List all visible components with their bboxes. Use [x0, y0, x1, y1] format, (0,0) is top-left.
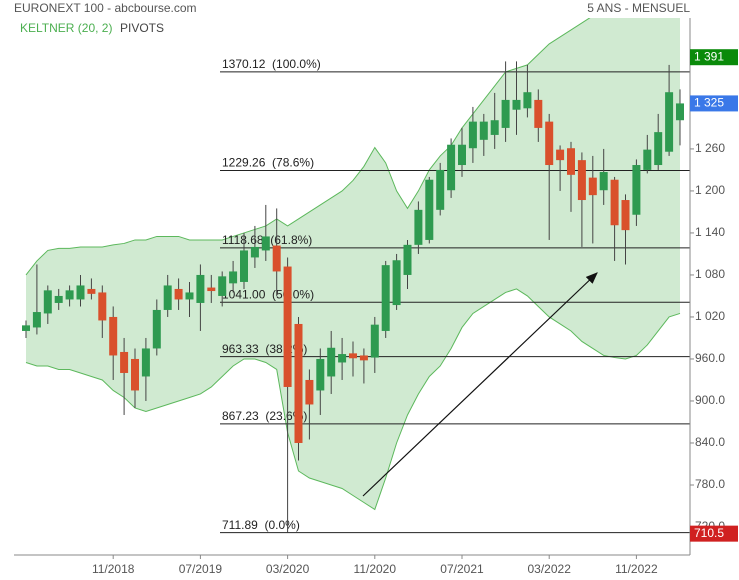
y-tick-label: 960.0	[695, 351, 725, 365]
y-tick-label: 1 260	[695, 141, 725, 155]
candle-body	[447, 144, 456, 191]
y-tick-label: 1 140	[695, 225, 725, 239]
candle-body	[414, 209, 423, 245]
pivot-label: 711.89 (0.0%)	[222, 518, 300, 532]
candle-body	[120, 351, 129, 373]
candle-body	[665, 92, 674, 152]
candle-body	[196, 274, 205, 303]
x-tick-label: 11/2022	[615, 562, 658, 576]
x-tick-label: 03/2020	[266, 562, 310, 576]
price-tag-label: 1 325	[694, 96, 724, 110]
candle-body	[359, 355, 368, 361]
y-tick-label: 1 200	[695, 183, 725, 197]
candle-body	[643, 149, 652, 170]
chart-title: EURONEXT 100 - abcbourse.com	[14, 1, 197, 15]
price-tag	[690, 95, 738, 112]
price-tag-label: 1 391	[694, 49, 724, 63]
candle-body	[370, 324, 379, 358]
candle-body	[577, 160, 586, 201]
candle-body	[392, 260, 401, 306]
candle-body	[523, 92, 532, 109]
candle-body	[599, 172, 608, 191]
candle-body	[174, 288, 183, 300]
candle-body	[218, 276, 227, 296]
y-tick-label: 780.0	[695, 477, 725, 491]
candle-body	[22, 325, 30, 331]
candle-body	[338, 354, 347, 363]
x-tick-label: 11/2020	[354, 562, 397, 576]
candle-body	[632, 165, 641, 215]
keltner-upper	[25, 18, 591, 276]
candle-body	[163, 285, 172, 310]
candle-body	[567, 148, 575, 175]
price-tag	[690, 49, 738, 66]
keltner-band	[25, 18, 681, 511]
y-tick-label: 1 020	[695, 309, 725, 323]
candle-body	[327, 347, 336, 377]
candle-body	[556, 149, 565, 161]
candle-body	[76, 285, 85, 300]
candle-body	[131, 358, 139, 391]
candle-body	[654, 132, 663, 166]
price-tag	[690, 525, 738, 542]
candle-body	[185, 292, 194, 300]
legend-keltner: KELTNER (20, 2)	[20, 21, 112, 35]
pivot-label: 1370.12 (100.0%)	[222, 57, 321, 71]
candle-body	[98, 292, 107, 321]
candle-body	[305, 379, 314, 405]
keltner-fill	[26, 18, 680, 510]
pivot-label: 1229.26 (78.6%)	[222, 156, 314, 170]
candle-body	[468, 121, 477, 149]
candle-body	[381, 265, 390, 331]
chart-subtitle: 5 ANS - MENSUEL	[587, 1, 690, 15]
candle-body	[349, 353, 357, 359]
candle-body	[436, 169, 445, 210]
candle-body	[152, 309, 161, 349]
candle-body	[490, 120, 499, 135]
candle-body	[316, 358, 325, 391]
y-tick-label: 1 080	[695, 267, 725, 281]
candle-body	[610, 179, 619, 226]
candle-body	[109, 316, 118, 356]
candle-body	[534, 99, 543, 128]
candle-body	[501, 99, 510, 128]
candle-body	[229, 271, 238, 284]
candle-body	[87, 288, 96, 294]
legend-pivots: PIVOTS	[120, 21, 164, 35]
candle-body	[425, 179, 434, 240]
candle-body	[403, 244, 412, 275]
x-tick-label: 07/2019	[179, 562, 223, 576]
pivot-label: 1041.00 (50.0%)	[222, 287, 314, 301]
axes: 1 260 1 200 1 140 1 080 1 020 960.0 900.0 840.0…	[92, 49, 738, 576]
price-tag-label: 710.5	[694, 526, 724, 540]
candle-body	[141, 348, 150, 377]
trend-arrow	[362, 272, 598, 497]
y-tick-label: 900.0	[695, 393, 725, 407]
candle-body	[272, 245, 281, 272]
candle-body	[588, 177, 597, 196]
candle-body	[207, 287, 216, 292]
candle-body	[43, 290, 52, 314]
candle-body	[240, 250, 248, 282]
x-tick-label: 03/2022	[528, 562, 572, 576]
candle-body	[545, 121, 554, 166]
candle-body	[250, 246, 259, 258]
y-tick-label: 840.0	[695, 435, 725, 449]
candle-body	[54, 295, 63, 303]
candle-body	[65, 290, 74, 300]
x-tick-label: 07/2021	[440, 562, 484, 576]
candle-body	[283, 266, 292, 387]
candle-body	[512, 99, 521, 110]
candle-body	[621, 200, 630, 231]
candle-body	[294, 323, 303, 443]
x-tick-label: 11/2018	[92, 562, 135, 576]
candle-body	[458, 144, 466, 166]
candle-body	[261, 236, 270, 251]
candle-body	[676, 103, 684, 121]
candle-body	[479, 121, 488, 140]
pivot-label: 867.23 (23.6%)	[222, 409, 307, 423]
candle-body	[32, 312, 41, 328]
candles	[22, 61, 684, 533]
